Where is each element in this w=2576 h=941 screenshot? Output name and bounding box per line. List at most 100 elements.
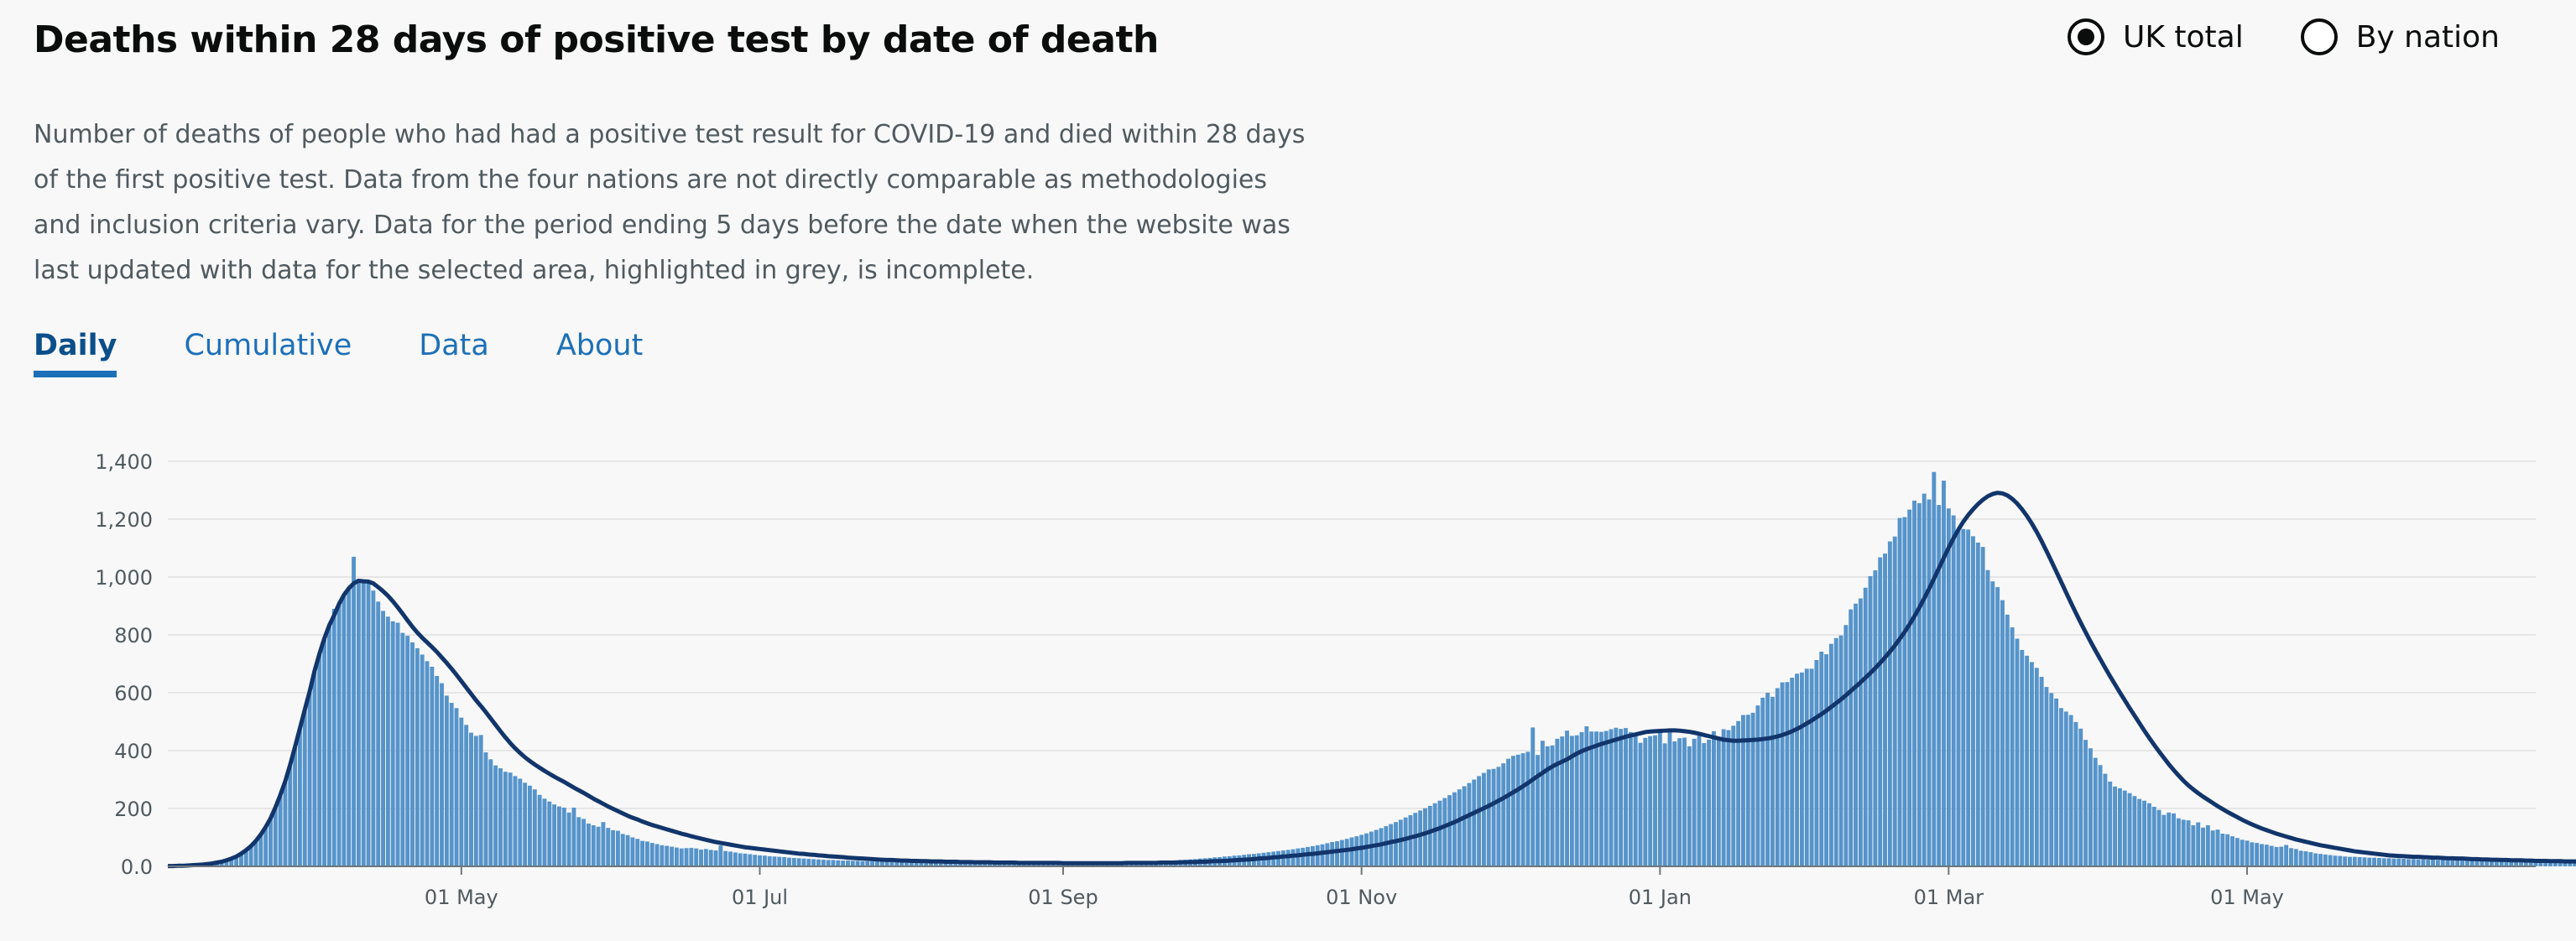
bar	[684, 848, 689, 866]
bar	[806, 859, 811, 866]
bar	[1594, 731, 1598, 866]
bar	[331, 608, 336, 866]
bar	[1374, 829, 1379, 866]
bar	[904, 861, 909, 866]
bar	[1427, 805, 1432, 866]
bar	[2186, 820, 2191, 866]
y-tick-label: 1,200	[95, 508, 153, 532]
radio-by-nation[interactable]: By nation	[2300, 18, 2500, 55]
bar	[1946, 508, 1951, 866]
bar	[2293, 849, 2298, 866]
bar	[1403, 817, 1408, 866]
bar	[1550, 745, 1555, 866]
bar	[258, 834, 263, 866]
bar	[1306, 846, 1310, 866]
bar	[1838, 635, 1843, 866]
radio-unchecked-icon[interactable]	[2300, 18, 2338, 55]
bar	[1565, 730, 1569, 866]
bar	[2167, 812, 2172, 866]
bar	[2490, 860, 2494, 866]
bar	[919, 862, 924, 866]
bar	[2117, 788, 2122, 866]
bar	[1780, 682, 1785, 866]
bar	[973, 862, 978, 866]
bar	[2318, 854, 2323, 866]
bar	[1569, 736, 1574, 866]
bar	[1525, 751, 1530, 866]
bar	[415, 647, 420, 866]
bar	[1609, 729, 1614, 866]
bar	[1726, 730, 1731, 866]
bar	[2421, 859, 2426, 866]
bar	[2255, 843, 2260, 866]
bar	[1515, 754, 1520, 866]
bar	[782, 856, 787, 866]
bar	[1408, 814, 1413, 866]
bar	[841, 860, 846, 866]
bar	[1809, 668, 1814, 866]
bar	[1555, 738, 1560, 866]
bar	[938, 862, 943, 866]
x-tick-label: 01 May	[425, 886, 498, 909]
bar	[703, 849, 708, 866]
tab-daily[interactable]: Daily	[34, 329, 117, 377]
bar	[1868, 575, 1873, 866]
bar	[1369, 831, 1374, 866]
bar	[2274, 846, 2279, 866]
bar	[2381, 858, 2386, 866]
bar	[1942, 481, 1946, 866]
bar	[2201, 827, 2205, 866]
bar	[953, 862, 958, 866]
bar	[1354, 836, 1359, 866]
chart-tabs: Daily Cumulative Data About	[34, 329, 643, 377]
bar	[2039, 677, 2044, 866]
bar	[2313, 853, 2318, 866]
bar	[1339, 840, 1344, 866]
bar	[2191, 825, 2196, 866]
bar	[2538, 861, 2543, 866]
bar	[2103, 773, 2108, 866]
radio-checked-icon[interactable]	[2068, 18, 2104, 55]
tab-data[interactable]: Data	[419, 329, 489, 362]
tab-about[interactable]: About	[555, 329, 644, 362]
bar	[293, 746, 298, 866]
bar	[958, 862, 962, 866]
radio-uk-total[interactable]: UK total	[2068, 18, 2244, 55]
bar	[660, 845, 665, 866]
bar	[889, 861, 894, 866]
bar	[2553, 861, 2558, 866]
bar	[2245, 840, 2250, 866]
bar	[1966, 529, 1971, 866]
bar	[860, 860, 865, 866]
bar	[1437, 800, 1442, 866]
bar	[1712, 730, 1716, 866]
bar	[929, 862, 934, 866]
bar	[513, 776, 518, 866]
bar	[708, 850, 713, 866]
bar	[1956, 529, 1961, 866]
bar	[2431, 860, 2436, 866]
bar	[2357, 856, 2362, 866]
bar	[253, 840, 258, 866]
bar	[1384, 826, 1389, 866]
bar	[376, 601, 381, 866]
bar	[948, 862, 953, 866]
bar	[1501, 763, 1506, 866]
bar	[2068, 715, 2073, 866]
bar	[2015, 638, 2020, 866]
bar	[748, 854, 753, 866]
bar	[1741, 715, 1745, 866]
y-tick-label: 800	[114, 624, 153, 647]
tab-cumulative[interactable]: Cumulative	[184, 329, 352, 362]
bar	[1002, 863, 1007, 866]
bar	[390, 621, 395, 866]
bar	[352, 556, 357, 866]
bar	[596, 826, 601, 866]
bar	[1760, 697, 1765, 866]
bar	[1716, 737, 1721, 866]
bar	[1667, 729, 1672, 866]
bar	[2533, 861, 2538, 866]
bar	[811, 859, 816, 867]
bar	[2044, 687, 2049, 866]
bar	[1843, 625, 1849, 866]
